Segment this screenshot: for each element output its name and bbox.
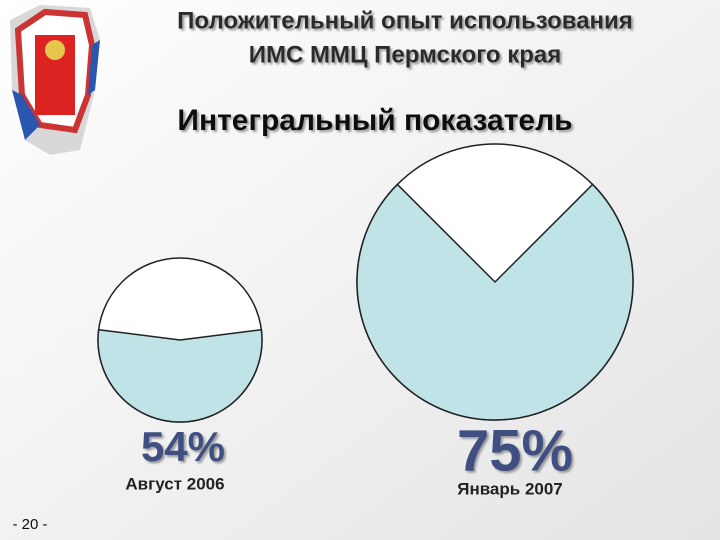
- pie-label: Январь 2007: [457, 479, 563, 498]
- subtitle: Интегральный показатель: [177, 104, 572, 137]
- title: ИМС ММЦ Пермского края: [249, 41, 562, 68]
- pie-label: Август 2006: [125, 474, 224, 493]
- value-label: 54%: [141, 423, 225, 470]
- emblem: [10, 5, 100, 155]
- title: Положительный опыт использования: [177, 7, 633, 34]
- pie-slice: [97, 328, 263, 423]
- pie-slice: [356, 183, 634, 421]
- page-number: - 20 -: [12, 516, 47, 533]
- value-label: 75%: [457, 418, 573, 483]
